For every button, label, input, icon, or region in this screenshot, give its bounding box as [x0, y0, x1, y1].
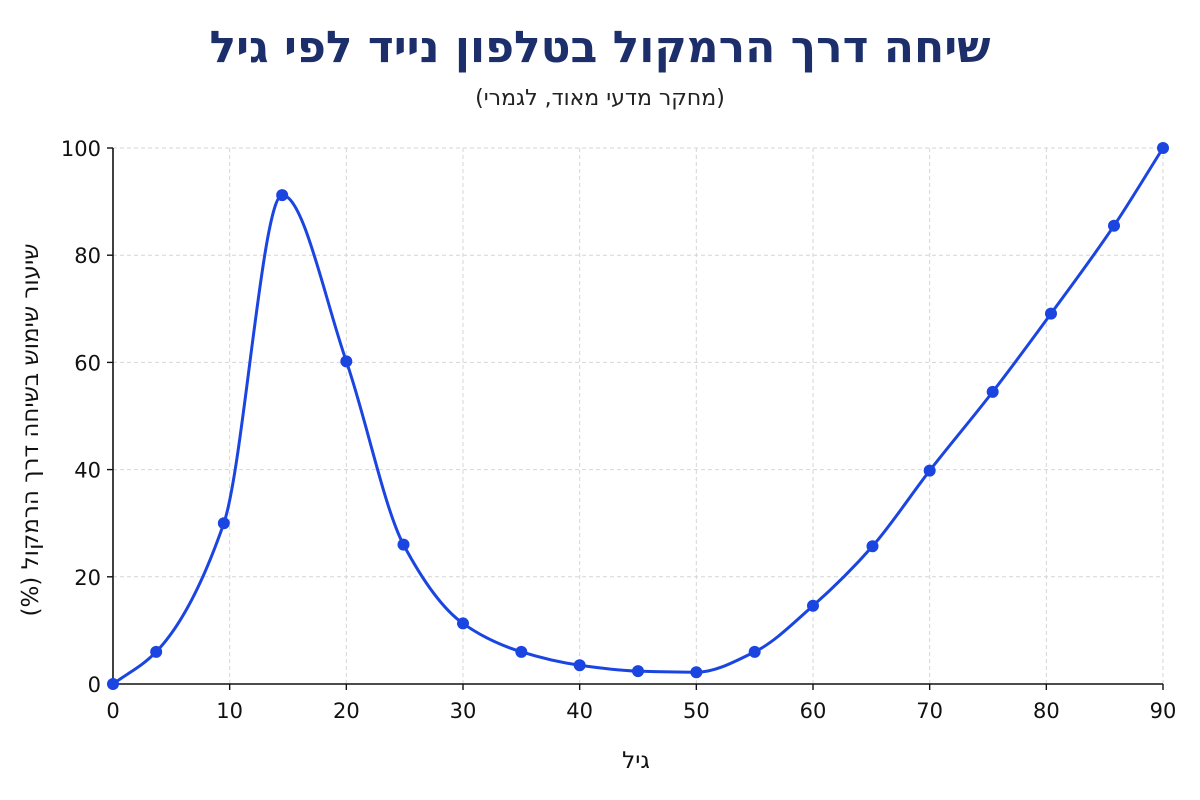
x-tick-label: 50	[683, 699, 710, 723]
y-tick-label: 100	[61, 137, 101, 161]
y-tick-label: 80	[74, 244, 101, 268]
data-point	[632, 665, 644, 678]
data-point	[107, 678, 119, 690]
tick-labels: 0 10 20 30 40 50 60 70 80 90 0 20 40 60 80 100	[61, 137, 1176, 723]
data-point	[923, 464, 936, 477]
x-tick-label: 90	[1150, 699, 1177, 723]
data-point	[150, 645, 163, 658]
data-point	[1045, 307, 1057, 320]
y-tick-label: 40	[74, 459, 101, 483]
x-axis-label: גיל	[622, 748, 650, 774]
series-layer	[107, 142, 1169, 690]
y-tick-label: 60	[74, 351, 101, 375]
y-axis-label: שיעור שימוש בשיחה דרך הרמקול (%)	[18, 243, 44, 616]
series-line	[112, 147, 1165, 686]
y-tick-label: 0	[88, 673, 101, 697]
chart-subtitle: (מחקר מדעי מאוד, לגמרי)	[475, 86, 725, 111]
data-point	[515, 645, 528, 658]
x-tick-label: 60	[800, 699, 827, 723]
data-point	[1157, 142, 1169, 154]
data-point	[866, 540, 879, 553]
x-tick-label: 80	[1033, 699, 1060, 723]
x-tick-label: 70	[916, 699, 943, 723]
data-point	[690, 666, 703, 679]
data-point	[457, 617, 469, 630]
data-point	[217, 517, 230, 530]
chart-title: שיחה דרך הרמקול בטלפון נייד לפי גיל	[209, 22, 991, 73]
data-point	[748, 645, 761, 658]
x-tick-label: 40	[566, 699, 593, 723]
data-point	[986, 385, 999, 398]
axes	[107, 147, 1164, 690]
data-point	[573, 659, 586, 672]
data-point	[276, 189, 289, 202]
data-point	[397, 538, 410, 551]
y-tick-label: 20	[74, 566, 101, 590]
x-tick-label: 30	[450, 699, 477, 723]
grid-lines	[113, 147, 1164, 684]
data-point	[1108, 219, 1120, 232]
x-tick-label: 10	[216, 699, 243, 723]
data-point	[340, 355, 353, 368]
x-tick-label: 20	[333, 699, 360, 723]
x-tick-label: 0	[106, 699, 119, 723]
data-point	[807, 599, 819, 612]
